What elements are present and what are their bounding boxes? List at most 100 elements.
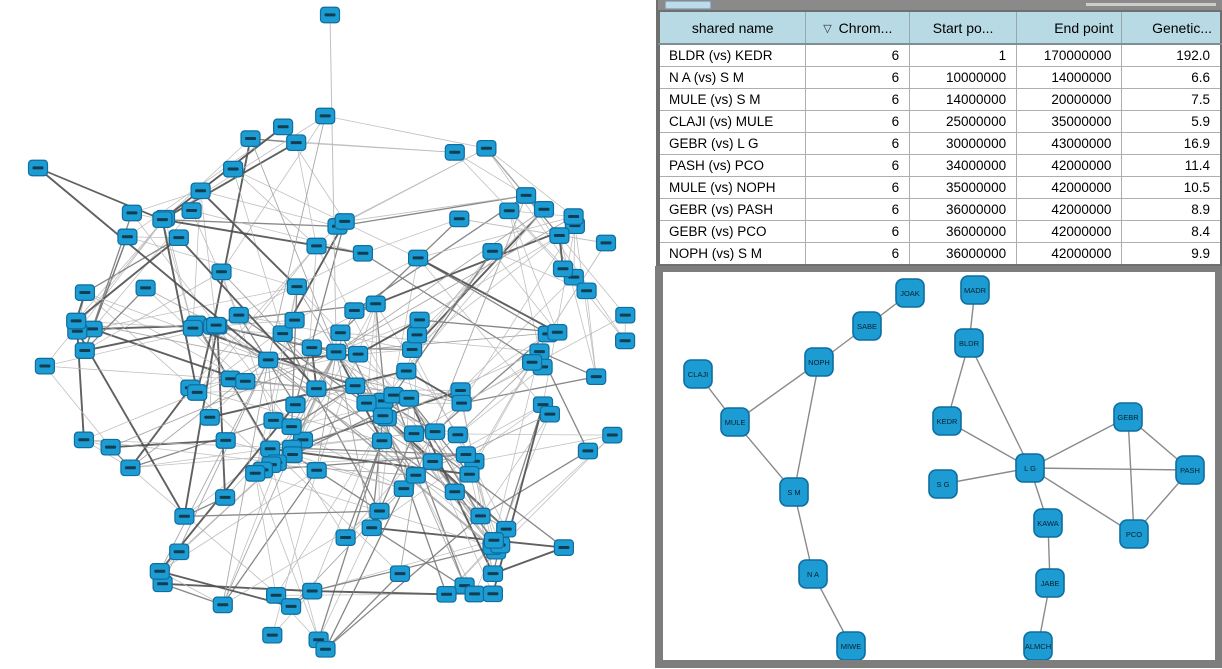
cell-shared_name[interactable]: N A (vs) S M [658,66,807,89]
network-node[interactable] [334,213,355,230]
network-node[interactable] [281,598,302,615]
network-node[interactable] [406,326,428,344]
network-node[interactable] [120,459,141,477]
node-S G[interactable]: S G [928,469,958,499]
network-node[interactable] [74,342,95,359]
network-node[interactable] [521,354,543,371]
cell-end_point[interactable]: 42000000 [1016,220,1123,243]
network-node[interactable] [245,465,266,482]
column-header-0[interactable]: shared name [658,10,807,45]
cell-chromosome[interactable]: 6 [805,198,911,221]
network-node[interactable] [260,440,281,458]
network-node[interactable] [315,640,336,658]
cell-chromosome[interactable]: 6 [805,132,911,155]
network-node[interactable] [121,204,142,222]
column-header-3[interactable]: End point [1016,10,1123,45]
cell-start_point[interactable]: 14000000 [909,88,1018,111]
network-node[interactable] [547,323,568,341]
cell-start_point[interactable]: 36000000 [909,198,1018,221]
network-node[interactable] [577,442,599,460]
node-GEBR[interactable]: GEBR [1113,402,1143,432]
network-node[interactable] [182,319,203,337]
network-node[interactable] [371,432,393,450]
network-node[interactable] [319,6,341,24]
cell-start_point[interactable]: 35000000 [909,176,1018,199]
network-node[interactable] [263,412,284,429]
column-header-1[interactable]: ▽ Chrom... [805,10,911,45]
network-node[interactable] [352,244,373,262]
table-row[interactable]: MULE (vs) NOPH 6 35000000 42000000 10.5 [658,176,1222,199]
node-MULE[interactable]: MULE [720,407,750,437]
network-node[interactable] [190,182,211,200]
cell-genetic[interactable]: 8.9 [1121,198,1222,221]
cell-end_point[interactable]: 20000000 [1016,88,1123,111]
network-node[interactable] [482,585,503,603]
cell-chromosome[interactable]: 6 [805,154,911,177]
cell-end_point[interactable]: 42000000 [1016,198,1123,221]
network-node[interactable] [372,407,393,425]
network-node[interactable] [422,453,443,470]
cell-genetic[interactable]: 8.4 [1121,220,1222,243]
network-node[interactable] [174,508,195,525]
cell-start_point[interactable]: 36000000 [909,242,1018,266]
cell-end_point[interactable]: 43000000 [1016,132,1123,155]
network-node[interactable] [348,345,369,363]
network-node[interactable] [459,465,480,483]
network-node[interactable] [211,263,232,281]
network-node[interactable] [100,438,121,456]
network-node[interactable] [326,343,347,361]
network-node[interactable] [302,582,323,600]
network-node[interactable] [66,312,87,330]
table-row[interactable]: MULE (vs) S M 6 14000000 20000000 7.5 [658,88,1222,111]
network-node[interactable] [258,351,279,369]
node-BLDR[interactable]: BLDR [954,328,984,358]
table-row[interactable]: GEBR (vs) L G 6 30000000 43000000 16.9 [658,132,1222,155]
cell-shared_name[interactable]: CLAJI (vs) MULE [658,110,807,133]
table-row[interactable]: N A (vs) S M 6 10000000 14000000 6.6 [658,66,1222,89]
overview-network-graph[interactable] [0,0,655,669]
network-node[interactable] [549,227,570,244]
cell-shared_name[interactable]: BLDR (vs) KEDR [658,43,807,67]
network-node[interactable] [615,306,636,324]
cell-end_point[interactable]: 14000000 [1016,66,1123,89]
cell-chromosome[interactable]: 6 [805,242,911,266]
network-node[interactable] [444,144,465,161]
network-node[interactable] [369,502,390,520]
cell-chromosome[interactable]: 6 [805,88,911,111]
network-node[interactable] [553,539,575,556]
table-row[interactable]: NOPH (vs) S M 6 36000000 42000000 9.9 [658,242,1222,266]
cell-end_point[interactable]: 170000000 [1016,43,1123,67]
network-node[interactable] [444,483,465,501]
node-JABE[interactable]: JABE [1035,568,1065,598]
cell-shared_name[interactable]: MULE (vs) S M [658,88,807,111]
network-node[interactable] [199,409,220,426]
network-node[interactable] [272,325,293,343]
cell-start_point[interactable]: 34000000 [909,154,1018,177]
node-MADR[interactable]: MADR [960,275,990,305]
network-node[interactable] [206,316,227,334]
node-PCO[interactable]: PCO [1119,519,1149,549]
table-row[interactable]: BLDR (vs) KEDR 6 1 170000000 192.0 [658,43,1222,67]
network-node[interactable] [306,462,327,479]
network-node[interactable] [552,260,574,278]
column-header-4[interactable]: Genetic... [1121,10,1222,45]
cell-genetic[interactable]: 7.5 [1121,88,1222,111]
node-SABE[interactable]: SABE [852,311,882,341]
cell-start_point[interactable]: 10000000 [909,66,1018,89]
node-MIWE[interactable]: MIWE [836,631,866,660]
network-node[interactable] [117,228,138,246]
network-node[interactable] [215,489,236,506]
network-node[interactable] [235,373,256,390]
network-node[interactable] [409,311,430,329]
cell-chromosome[interactable]: 6 [805,220,911,243]
network-node[interactable] [212,596,233,614]
network-node[interactable] [533,200,555,218]
network-node[interactable] [356,394,377,412]
network-node[interactable] [470,507,491,525]
network-node[interactable] [27,159,49,177]
network-node[interactable] [496,520,517,538]
network-node[interactable] [539,405,561,423]
node-JOAK[interactable]: JOAK [895,278,925,308]
network-node[interactable] [240,130,261,147]
network-node[interactable] [449,210,470,228]
